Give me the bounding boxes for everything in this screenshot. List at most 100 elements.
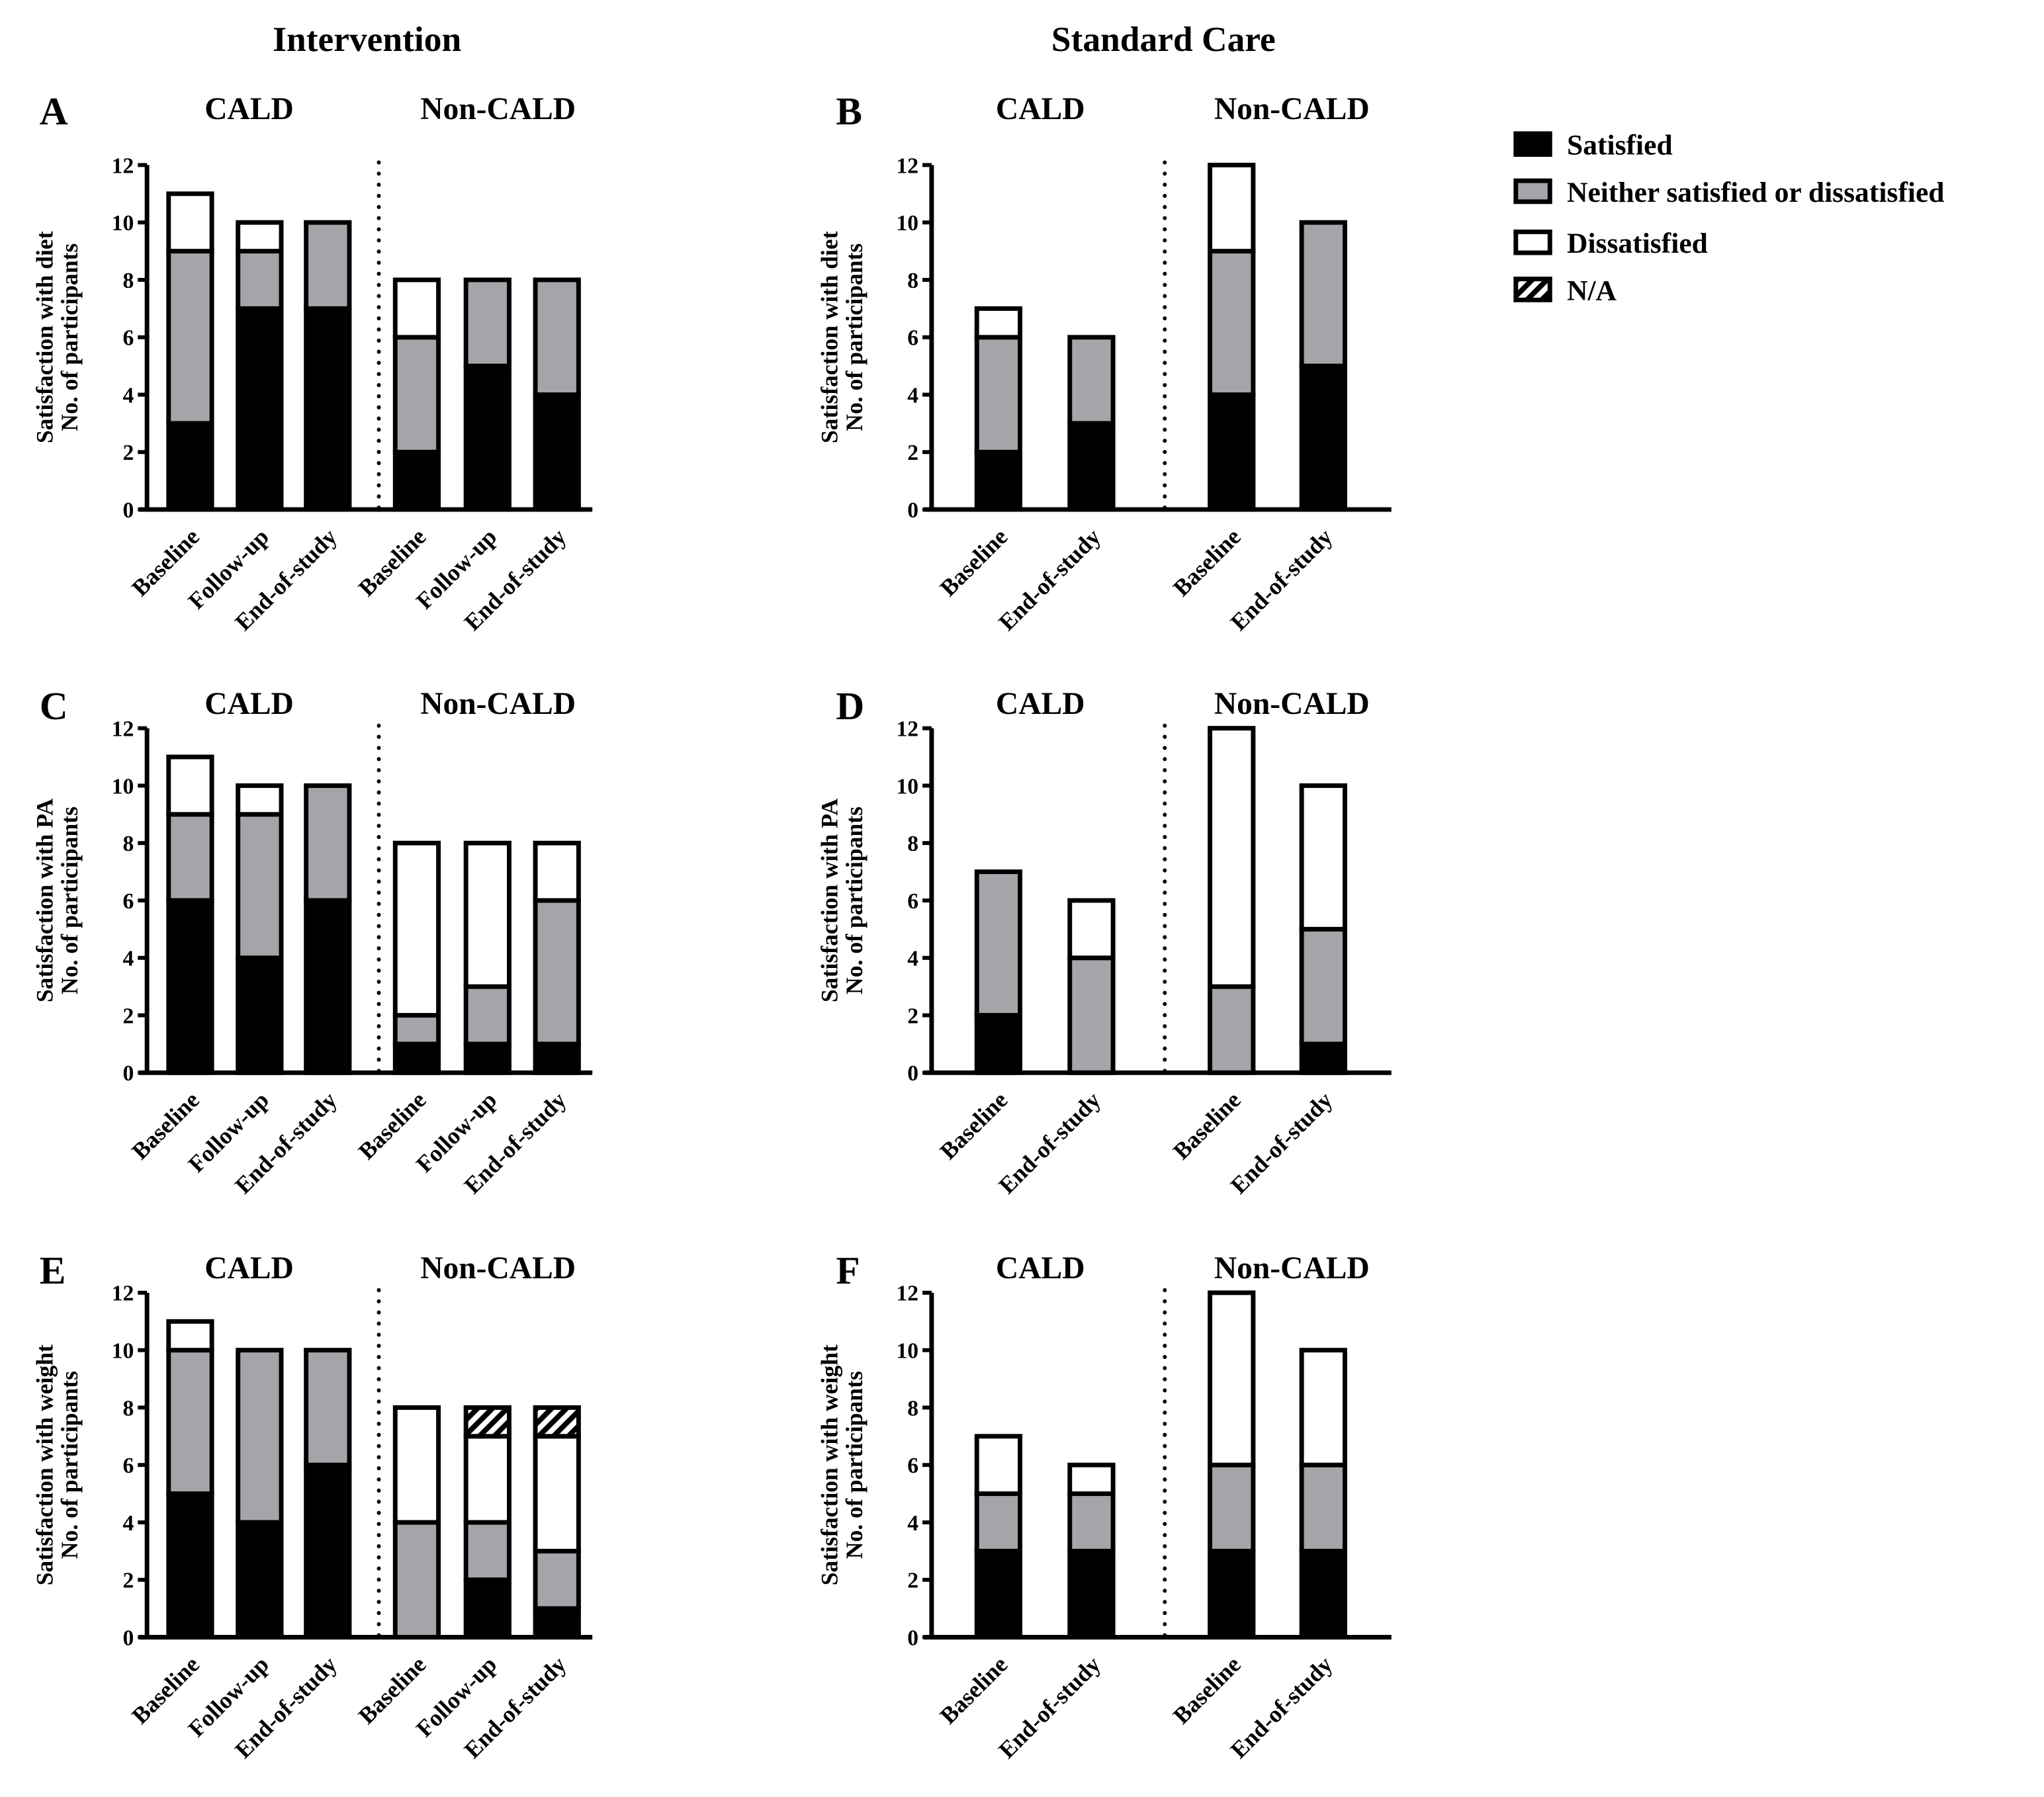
group-label: Non-CALD [420, 92, 576, 126]
bar-segment-neither-satisfied-or-dissatisfied [1299, 1462, 1347, 1554]
group-label: Non-CALD [1214, 687, 1370, 721]
y-tick-label: 0 [123, 1061, 134, 1086]
bar-segment-neither-satisfied-or-dissatisfied [974, 1491, 1022, 1554]
y-tick-label: 6 [907, 326, 918, 351]
bar-segment-dissatisfied [533, 1434, 581, 1554]
bar-segment-neither-satisfied-or-dissatisfied [463, 277, 511, 369]
bar-segment-neither-satisfied-or-dissatisfied [236, 1348, 284, 1525]
y-axis-label: No. of participants [841, 807, 867, 994]
panel-letter: C [40, 684, 68, 728]
bar-segment-neither-satisfied-or-dissatisfied [236, 812, 284, 961]
y-tick-label: 10 [112, 211, 134, 236]
legend-label: Dissatisfied [1567, 228, 1708, 259]
legend-swatch [1513, 178, 1552, 204]
bar-segment-dissatisfied [974, 1434, 1022, 1497]
bar-segment-dissatisfied [1208, 726, 1256, 989]
bar-segment-dissatisfied [974, 306, 1022, 340]
legend-label: Satisfied [1567, 130, 1673, 161]
bar-segment-n-a [533, 1405, 581, 1439]
group-label: Non-CALD [420, 687, 576, 721]
bar-segment-satisfied [1067, 1548, 1116, 1640]
legend-label: Neither satisfied or dissatisfied [1567, 177, 1945, 208]
group-label: CALD [996, 92, 1085, 126]
y-tick-label: 4 [123, 1511, 134, 1536]
y-tick-label: 0 [907, 1061, 918, 1086]
bar-segment-dissatisfied [463, 840, 511, 989]
bar-segment-satisfied [166, 421, 214, 512]
bar-segment-satisfied [533, 1606, 581, 1640]
bar-segment-neither-satisfied-or-dissatisfied [166, 1348, 214, 1497]
bar-segment-dissatisfied [1208, 162, 1256, 254]
y-axis-label: Satisfaction with weight [32, 1344, 58, 1585]
y-axis-label: Satisfaction with PA [32, 799, 58, 1002]
bar-segment-dissatisfied [392, 840, 441, 1018]
bar-segment-dissatisfied [166, 191, 214, 254]
group-label: CALD [204, 92, 294, 126]
bar-segment-dissatisfied [1299, 783, 1347, 932]
bar-segment-satisfied [1208, 392, 1256, 512]
y-tick-label: 8 [907, 1396, 918, 1421]
x-tick-label: Baseline [935, 523, 1013, 601]
bar-segment-satisfied [974, 449, 1022, 512]
bar-segment-neither-satisfied-or-dissatisfied [974, 869, 1022, 1018]
bar-segment-satisfied [166, 1491, 214, 1640]
y-axis-label: Satisfaction with diet [816, 231, 842, 443]
bar-segment-satisfied [1299, 363, 1347, 512]
y-tick-label: 4 [907, 947, 918, 971]
bar-segment-satisfied [166, 898, 214, 1075]
x-tick-label: Baseline [1168, 1086, 1246, 1164]
bar-segment-dissatisfied [533, 840, 581, 903]
y-tick-label: 6 [907, 1454, 918, 1478]
y-tick-label: 2 [907, 1004, 918, 1028]
bar-segment-neither-satisfied-or-dissatisfied [1299, 926, 1347, 1047]
y-axis-label: Satisfaction with diet [32, 231, 58, 443]
bar-segment-satisfied [974, 1013, 1022, 1075]
y-tick-label: 4 [123, 947, 134, 971]
bar-segment-satisfied [1299, 1548, 1347, 1640]
bar-segment-dissatisfied [1299, 1348, 1347, 1468]
y-tick-label: 8 [123, 832, 134, 856]
bar-segment-neither-satisfied-or-dissatisfied [533, 1548, 581, 1611]
y-axis-label: Satisfaction with weight [816, 1344, 842, 1585]
y-tick-label: 0 [123, 498, 134, 523]
bar-segment-neither-satisfied-or-dissatisfied [974, 335, 1022, 455]
bar-segment-neither-satisfied-or-dissatisfied [236, 249, 284, 311]
bar-segment-satisfied [304, 1462, 352, 1640]
bar-segment-neither-satisfied-or-dissatisfied [166, 249, 214, 426]
panel-letter: B [836, 89, 862, 133]
bar-segment-dissatisfied [236, 220, 284, 254]
legend-swatch [1513, 229, 1552, 255]
bar-segment-neither-satisfied-or-dissatisfied [304, 220, 352, 311]
y-tick-label: 6 [907, 889, 918, 914]
y-tick-label: 8 [123, 1396, 134, 1421]
bar-segment-satisfied [974, 1548, 1022, 1640]
panel-letter: F [836, 1249, 860, 1292]
bar-segment-neither-satisfied-or-dissatisfied [1067, 1491, 1116, 1554]
y-axis-label: No. of participants [56, 243, 83, 431]
y-tick-label: 10 [896, 1339, 918, 1364]
bar-segment-dissatisfied [392, 277, 441, 340]
bar-segment-neither-satisfied-or-dissatisfied [1208, 1462, 1256, 1554]
bar-segment-neither-satisfied-or-dissatisfied [392, 1013, 441, 1047]
x-tick-label: Baseline [1168, 1651, 1246, 1729]
bar-segment-dissatisfied [1208, 1290, 1256, 1468]
y-tick-label: 4 [907, 383, 918, 408]
y-tick-label: 12 [112, 1282, 134, 1306]
bar-segment-dissatisfied [236, 783, 284, 817]
group-label: Non-CALD [1214, 92, 1370, 126]
bar-segment-neither-satisfied-or-dissatisfied [1208, 249, 1256, 397]
y-axis-label: No. of participants [56, 807, 83, 994]
y-tick-label: 10 [112, 1339, 134, 1364]
x-tick-label: Baseline [935, 1086, 1013, 1164]
bar-segment-satisfied [236, 955, 284, 1075]
bar-segment-neither-satisfied-or-dissatisfied [533, 277, 581, 397]
y-tick-label: 12 [112, 153, 134, 178]
y-tick-label: 10 [112, 774, 134, 799]
y-axis-label: No. of participants [841, 243, 867, 431]
bar-segment-dissatisfied [166, 1319, 214, 1353]
y-tick-label: 0 [123, 1626, 134, 1650]
legend-swatch [1513, 277, 1552, 302]
y-tick-label: 12 [896, 153, 918, 178]
